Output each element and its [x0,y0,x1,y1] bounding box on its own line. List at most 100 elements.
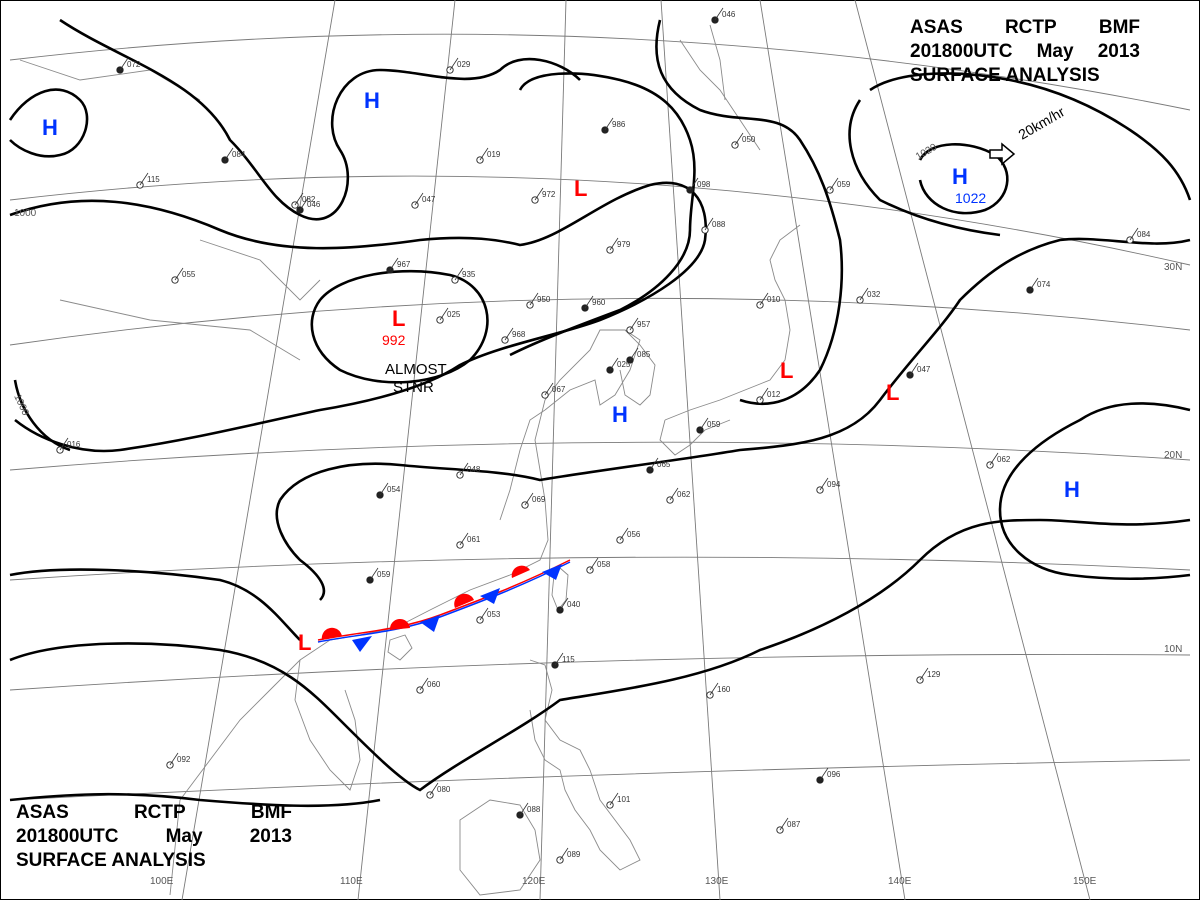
station-plot: 087 [776,817,801,834]
station-plot: 080 [426,782,451,799]
low-center-992: L [392,306,405,331]
front-warm-symbol [454,593,474,608]
station-plot: 032 [856,287,881,304]
lon-label-120e: 120E [522,876,546,887]
station-plot: 053 [476,607,501,624]
wind-barb [429,782,439,796]
wind-barb [704,217,714,231]
station-plot: 979 [606,237,631,254]
wind-barb [629,317,639,331]
lat-label-20n: 20N [1164,450,1182,461]
station-plot: 019 [476,147,501,164]
meridian-lines [181,0,1091,900]
station-plot: 046 [711,7,736,24]
wind-barb [504,327,514,341]
lon-label-130e: 130E [705,876,729,887]
station-plot: 115 [551,652,575,669]
station-plot: 059 [826,177,851,194]
wind-barb [584,295,594,309]
station-plot: 088 [516,802,541,819]
station-plots: 046 029 019 986 972 979 967 935 950 960 968 957 025 0… [56,7,1151,864]
station-plot: 025 [606,357,631,374]
header-station: RCTP [133,802,186,823]
header-title: SURFACE ANALYSIS [16,850,206,871]
high-center-nw: H [42,115,58,140]
wind-barb [759,387,769,401]
high-center-pacific: H [1064,477,1080,502]
wind-barb [714,7,724,21]
station-plot: 047 [411,192,436,209]
station-plot: 069 [521,492,546,509]
station-plot: 088 [701,217,726,234]
isobar-label-1000-b: 1000 [11,393,31,418]
station-pressure: 986 [612,120,626,129]
wind-barb [759,292,769,306]
wind-barb [369,567,379,581]
station-pressure: 968 [512,330,526,339]
station-pressure: 053 [487,610,501,619]
station-pressure: 010 [767,295,781,304]
station-pressure: 082 [302,195,316,204]
station-plot: 072 [116,57,141,74]
almost-stationary-text-2: STNR [393,379,434,396]
stationary-front [317,559,571,652]
wind-barb [734,132,744,146]
wind-barb [829,177,839,191]
wind-barb [609,237,619,251]
wind-barb [819,477,829,491]
station-pressure: 979 [617,240,631,249]
station-plot: 050 [731,132,756,149]
front-warm-symbol [511,565,530,578]
front-warm-symbol [389,618,410,630]
station-plot: 012 [756,387,781,404]
station-pressure: 047 [917,365,931,374]
wind-barb [609,357,619,371]
header-code: BMF [250,802,292,823]
station-plot: 960 [581,295,606,312]
station-pressure: 059 [837,180,851,189]
station-plot: 025 [436,307,461,324]
isobar-label-1020: 1020 [914,142,939,163]
wind-barb [649,457,659,471]
station-pressure: 056 [627,530,641,539]
station-plot: 062 [666,487,691,504]
station-plot: 084 [221,147,246,164]
low-center-mongolia: L [574,176,587,201]
wind-barb [419,677,429,691]
station-pressure: 067 [552,385,566,394]
station-plot: 065 [646,457,671,474]
pressure-centers: H H H 1022 H H L 992 L L L L [42,88,1080,655]
low-center-japan: L [780,358,793,383]
station-pressure: 069 [532,495,546,504]
station-pressure: 085 [637,350,651,359]
motion-arrow-icon [989,142,1016,166]
station-pressure: 950 [537,295,551,304]
station-pressure: 058 [597,560,611,569]
station-pressure: 059 [707,420,721,429]
station-plot: 096 [816,767,841,784]
wind-barb [544,382,554,396]
header-station: RCTP [1004,17,1057,38]
lon-label-140e: 140E [888,876,912,887]
wind-barb [479,607,489,621]
lat-label-30n: 30N [1164,262,1182,273]
station-plot: 059 [696,417,721,434]
station-plot: 089 [556,847,581,864]
station-plot: 056 [616,527,641,544]
station-pressure: 115 [147,175,160,184]
station-pressure: 088 [527,805,541,814]
wind-barb [414,192,424,206]
low-center-pacific: L [886,380,899,405]
station-plot: 048 [456,462,481,479]
station-plot: 968 [501,327,526,344]
front-cold-symbol [480,588,500,604]
station-plot: 061 [456,532,481,549]
chart-header-bottom-left: ASAS RCTP BMF 201800UTC May 2013 SURFACE… [16,801,292,873]
lat-label-10n: 10N [1164,644,1182,655]
station-plot: 986 [601,117,626,134]
wind-barb [559,847,569,861]
station-plot: 058 [586,557,611,574]
station-plot: 040 [556,597,581,614]
station-pressure: 061 [467,535,481,544]
